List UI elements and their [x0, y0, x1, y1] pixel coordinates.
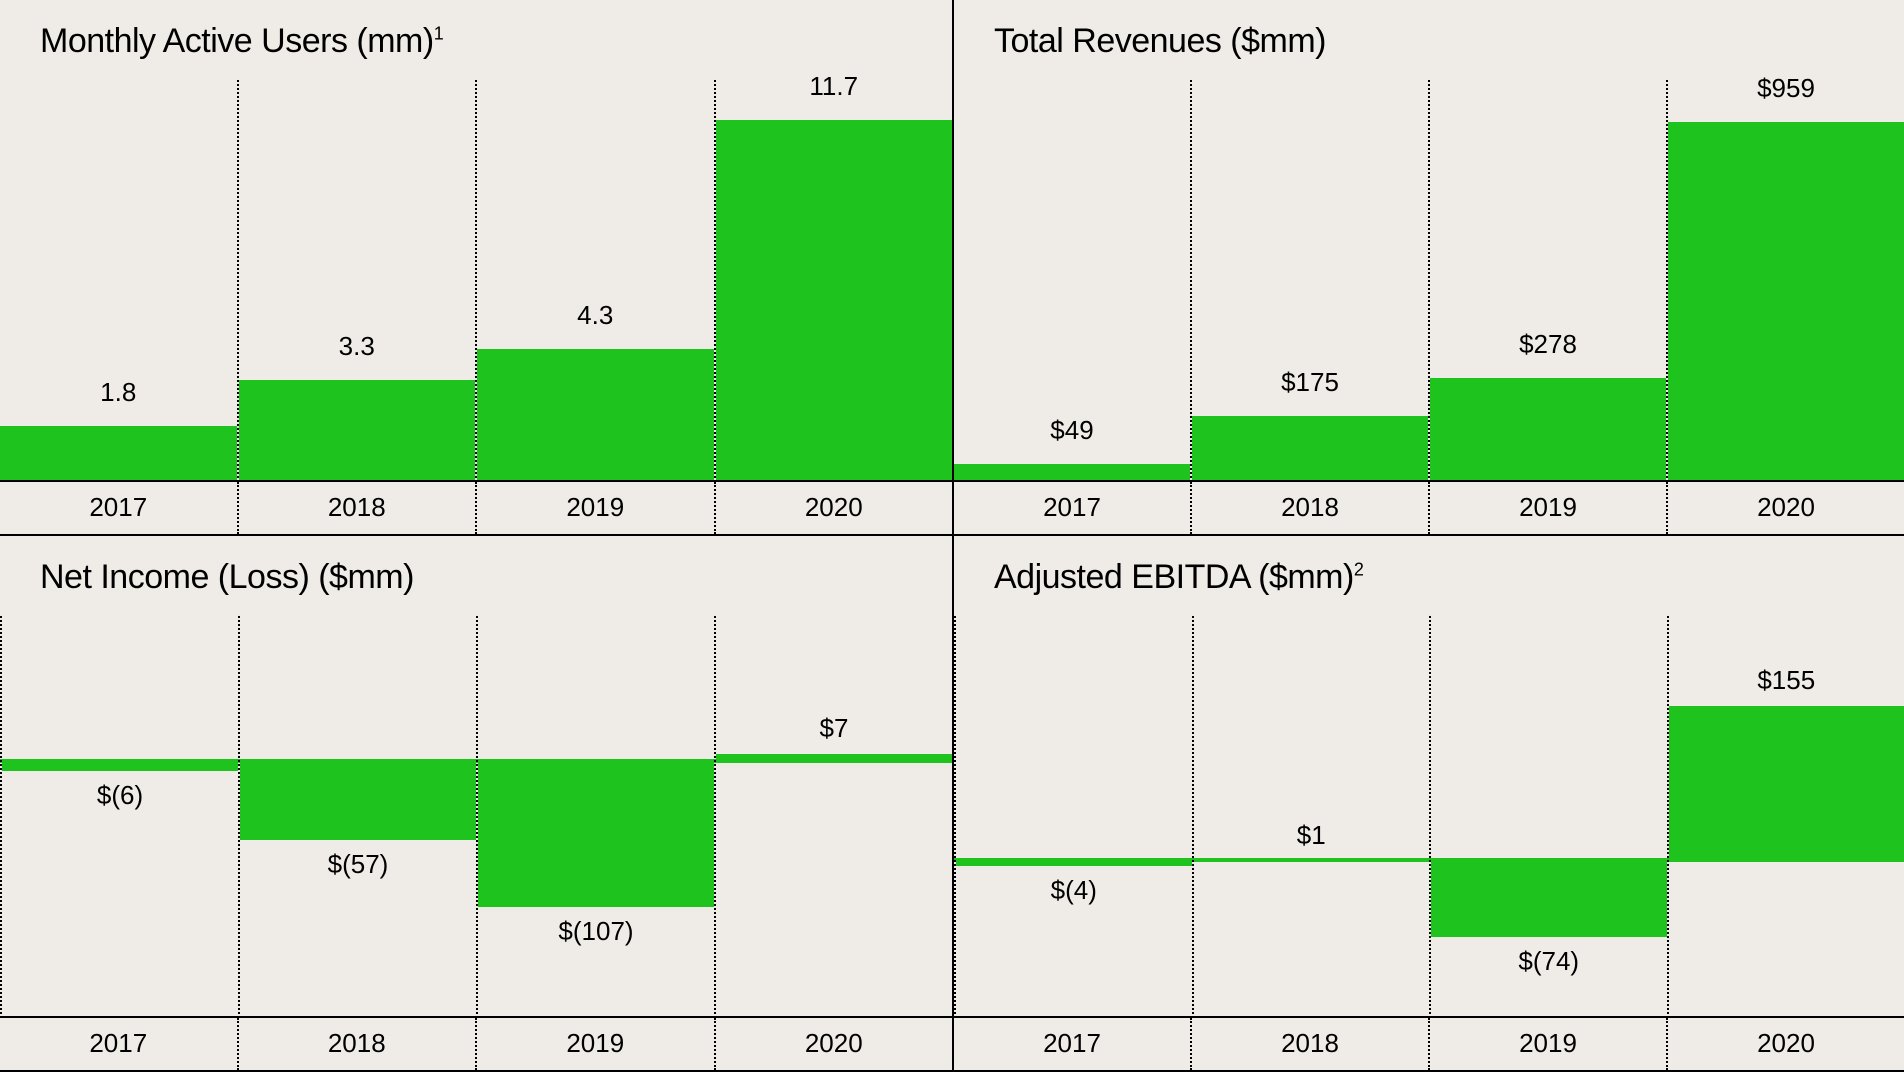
x-label: 2018 [1190, 1018, 1428, 1070]
bar-slot: $278 [1428, 80, 1666, 482]
x-label: 2018 [237, 1018, 476, 1070]
value-label: $(4) [956, 875, 1192, 906]
panel-netincome: Net Income (Loss) ($mm) $(6) $(57) $(107) $7… [0, 536, 952, 1072]
bar-slot: 4.3 [475, 80, 714, 482]
bar [1431, 862, 1667, 936]
value-label: $175 [1192, 367, 1428, 398]
bar [240, 763, 476, 839]
value-label: $1 [1194, 820, 1430, 851]
value-label: 3.3 [239, 331, 476, 362]
bar [0, 426, 237, 482]
value-label: $49 [954, 415, 1190, 446]
bar [1668, 122, 1904, 482]
x-label: 2020 [714, 1018, 953, 1070]
value-label: $7 [716, 713, 952, 744]
value-label: $(57) [240, 849, 476, 880]
bar [1669, 706, 1904, 862]
x-label: 2020 [1666, 1018, 1904, 1070]
bars-area: $(6) $(57) $(107) $7 [0, 616, 952, 1018]
value-label: $155 [1669, 665, 1904, 696]
bar-slot: $(6) [0, 616, 238, 1018]
bar [1192, 416, 1428, 482]
bar-slot: $155 [1667, 616, 1904, 1018]
bar [239, 380, 476, 482]
x-label: 2019 [475, 482, 714, 534]
x-axis: 2017201820192020 [954, 480, 1904, 534]
bar [2, 763, 238, 771]
x-label: 2017 [0, 482, 237, 534]
bars-area: 1.83.34.311.7 [0, 80, 952, 482]
x-label: 2020 [714, 482, 953, 534]
bar-slot: $7 [714, 616, 952, 1018]
bar [1194, 861, 1430, 862]
value-label: $(107) [478, 916, 714, 947]
panel-title: Adjusted EBITDA ($mm)2 [994, 558, 1363, 597]
bars-area: $49$175$278$959 [954, 80, 1904, 482]
bar [716, 120, 953, 482]
bar-slot: $(4) [954, 616, 1192, 1018]
x-label: 2019 [475, 1018, 714, 1070]
value-label: $(6) [2, 780, 238, 811]
bar-slot: 11.7 [714, 80, 953, 482]
panel-mau: Monthly Active Users (mm)11.83.34.311.72… [0, 0, 952, 536]
panel-title: Monthly Active Users (mm)1 [40, 22, 443, 61]
x-label: 2017 [0, 1018, 237, 1070]
value-label: $278 [1430, 329, 1666, 360]
value-label: $959 [1668, 73, 1904, 104]
bar-slot: $(107) [476, 616, 714, 1018]
value-label: $(74) [1431, 946, 1667, 977]
value-label: 1.8 [0, 377, 237, 408]
x-label: 2017 [954, 482, 1190, 534]
bar [716, 754, 952, 763]
panel-title: Net Income (Loss) ($mm) [40, 558, 414, 597]
bar-slot: $(57) [238, 616, 476, 1018]
bar-slot: $1 [1192, 616, 1430, 1018]
value-label: 4.3 [477, 300, 714, 331]
x-label: 2017 [954, 1018, 1190, 1070]
x-axis: 2017201820192020 [0, 480, 952, 534]
x-label: 2018 [1190, 482, 1428, 534]
x-label: 2020 [1666, 482, 1904, 534]
bar-slot: 1.8 [0, 80, 237, 482]
bar-slot: 3.3 [237, 80, 476, 482]
x-label: 2018 [237, 482, 476, 534]
x-label: 2019 [1428, 482, 1666, 534]
panel-title: Total Revenues ($mm) [994, 22, 1326, 61]
panel-ebitda: Adjusted EBITDA ($mm)2 $(4)$1 $(74) $155 201… [952, 536, 1904, 1072]
bar [956, 862, 1192, 866]
x-label: 2019 [1428, 1018, 1666, 1070]
bar-slot: $175 [1190, 80, 1428, 482]
panel-revenue: Total Revenues ($mm)$49$175$278$95920172… [952, 0, 1904, 536]
bar [478, 763, 714, 906]
bars-area: $(4)$1 $(74) $155 [954, 616, 1904, 1018]
value-label: 11.7 [716, 71, 953, 102]
bar-slot: $959 [1666, 80, 1904, 482]
x-axis: 2017201820192020 [0, 1016, 952, 1070]
bar-slot: $(74) [1429, 616, 1667, 1018]
bar-slot: $49 [954, 80, 1190, 482]
bar [477, 349, 714, 482]
x-axis: 2017201820192020 [954, 1016, 1904, 1070]
bar [1430, 378, 1666, 482]
